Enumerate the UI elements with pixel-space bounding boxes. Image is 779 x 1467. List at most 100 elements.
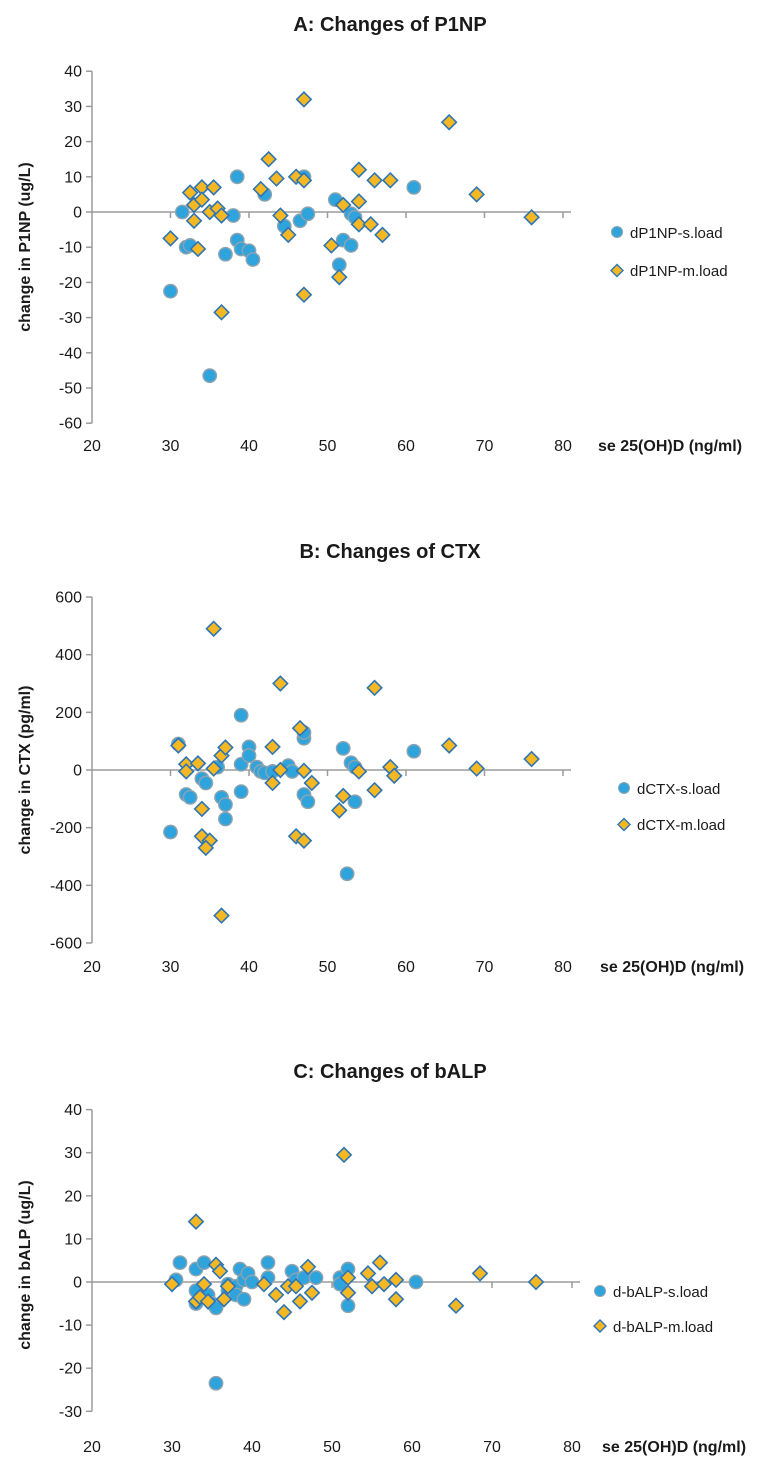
x-tick-label: 30	[162, 438, 180, 455]
data-point-circle	[229, 169, 245, 185]
chart-b-title: B: Changes of CTX	[299, 541, 481, 563]
data-point-diamond	[387, 1290, 405, 1308]
data-point-diamond	[335, 1146, 353, 1164]
data-point-diamond	[272, 207, 289, 224]
data-point-diamond	[213, 207, 230, 224]
data-point-diamond	[350, 193, 368, 210]
data-point-diamond	[295, 762, 313, 780]
data-point-diamond	[375, 1275, 393, 1293]
data-point-diamond	[170, 737, 187, 754]
data-point-diamond	[181, 184, 199, 201]
data-point-diamond	[334, 787, 352, 805]
y-tick-label: 30	[64, 99, 82, 116]
data-point-circle	[233, 707, 249, 723]
data-point-diamond	[255, 1275, 273, 1293]
chart-c-x-axis-title: se 25(OH)D (ng/ml)	[602, 1439, 746, 1456]
data-point-diamond	[330, 268, 348, 286]
data-point-diamond	[303, 1284, 321, 1302]
data-point-diamond	[366, 679, 383, 697]
data-point-diamond	[275, 1303, 293, 1321]
data-point-circle	[182, 789, 198, 805]
data-point-diamond	[371, 1254, 389, 1271]
data-point-diamond	[468, 760, 485, 777]
data-point-circle	[218, 811, 233, 827]
data-point-diamond	[359, 1265, 377, 1282]
chart-panel-a: A: Changes of P1NP change in P1NP (ug/L)…	[17, 14, 742, 455]
data-point-circle	[300, 206, 316, 222]
data-point-diamond	[374, 226, 391, 244]
data-point-diamond	[205, 620, 223, 638]
data-point-circle	[260, 1255, 276, 1271]
y-tick-label: 40	[64, 1102, 82, 1119]
y-tick-label: -50	[59, 381, 82, 398]
x-tick-label: 20	[83, 1439, 101, 1456]
data-point-diamond	[187, 1213, 205, 1230]
y-tick-label: -20	[59, 275, 82, 292]
chart-c-axes: 40 30 20 10 0 -10 -20 -30 20 30 40 50 60 70 80	[59, 1102, 581, 1456]
chart-b-points	[163, 620, 540, 924]
y-tick-label: -60	[59, 416, 82, 433]
x-tick-label: 70	[476, 438, 494, 455]
data-point-diamond	[205, 179, 223, 196]
x-tick-label: 80	[554, 959, 572, 976]
data-point-diamond	[295, 832, 313, 849]
data-point-diamond	[219, 1277, 237, 1295]
data-point-diamond	[468, 186, 485, 203]
data-point-circle	[339, 866, 355, 882]
data-point-diamond	[213, 303, 230, 321]
chart-panel-c: C: Changes of bALP change in bALP (ug/L)…	[17, 1061, 746, 1456]
data-point-diamond	[523, 750, 540, 768]
data-point-diamond	[291, 719, 309, 737]
chart-a-legend: dP1NP-s.load dP1NP-m.load	[610, 225, 728, 280]
y-tick-label: 30	[64, 1145, 82, 1162]
chart-panel-b: B: Changes of CTX change in CTX (pg/ml) …	[17, 541, 744, 976]
legend-label-s-load: d-bALP-s.load	[613, 1284, 708, 1301]
data-point-diamond	[385, 767, 403, 785]
data-point-circle	[406, 179, 422, 195]
data-point-circle	[408, 1274, 424, 1290]
data-point-diamond	[527, 1273, 545, 1291]
chart-a-x-axis-title: se 25(OH)D (ng/ml)	[598, 438, 742, 455]
y-tick-label: -20	[59, 1361, 82, 1378]
data-point-diamond	[162, 230, 179, 247]
y-tick-label: 40	[64, 64, 82, 81]
data-point-diamond	[350, 161, 368, 179]
data-point-diamond	[299, 1258, 317, 1276]
data-point-circle	[202, 368, 218, 384]
data-point-diamond	[387, 1271, 405, 1289]
data-point-circle	[406, 743, 422, 759]
data-point-diamond	[366, 781, 383, 799]
y-tick-label: 20	[64, 1188, 82, 1205]
y-tick-label: -30	[59, 1404, 82, 1421]
data-point-circle	[233, 784, 249, 800]
data-point-diamond	[381, 171, 399, 189]
x-tick-label: 60	[403, 1439, 421, 1456]
data-point-circle	[245, 252, 261, 267]
data-point-diamond	[287, 168, 305, 186]
data-point-circle	[335, 740, 351, 756]
data-point-diamond	[191, 1288, 209, 1306]
data-point-diamond	[295, 171, 313, 189]
data-point-diamond	[205, 760, 223, 777]
chart-b-x-axis-title: se 25(OH)D (ng/ml)	[600, 959, 744, 976]
data-point-diamond	[303, 774, 321, 792]
data-point-circle	[208, 1375, 224, 1391]
y-tick-label: 0	[73, 205, 82, 222]
data-point-diamond	[339, 1284, 357, 1302]
legend-circle-marker	[594, 1285, 606, 1297]
chart-b-legend: dCTX-s.load dCTX-m.load	[617, 781, 725, 834]
data-point-diamond	[471, 1265, 489, 1282]
data-point-diamond	[334, 196, 352, 214]
y-tick-label: -10	[59, 1318, 82, 1335]
chart-c-legend: d-bALP-s.load d-bALP-m.load	[593, 1284, 713, 1336]
y-tick-label: -400	[50, 878, 82, 895]
legend-label-m-load: dCTX-m.load	[637, 817, 725, 834]
data-point-diamond	[291, 1293, 309, 1310]
x-tick-label: 30	[162, 959, 180, 976]
y-tick-label: 20	[64, 134, 82, 151]
data-point-circle	[347, 794, 363, 810]
x-tick-label: 50	[319, 959, 337, 976]
